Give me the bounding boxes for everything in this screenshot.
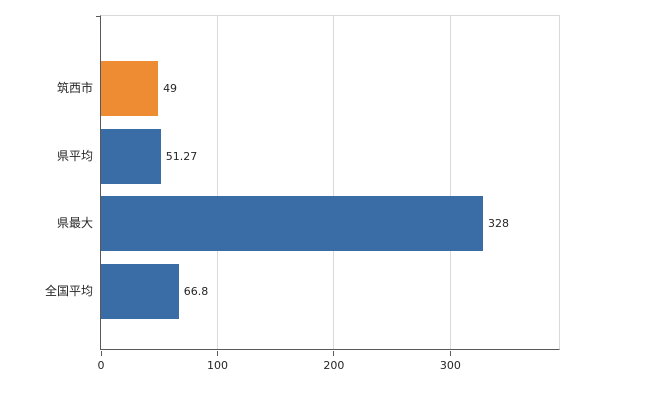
x-tick-label: 0 (97, 359, 105, 372)
bar-2 (101, 196, 483, 251)
bar-0 (101, 61, 159, 116)
category-label: 筑西市 (56, 81, 93, 95)
x-tick-mark (449, 351, 451, 356)
gridline-x-200 (333, 16, 335, 349)
value-label: 328 (487, 217, 509, 230)
gridline-x-100 (216, 16, 218, 349)
y-tick-mark (96, 15, 101, 17)
bar-3 (101, 263, 179, 319)
plot-area: 筑西市 49 県平均 51.27 県最大 328 全国平均 66.8 0 100 200 300 (45, 15, 560, 372)
x-tick-mark (333, 351, 335, 356)
category-label: 県平均 (56, 148, 93, 163)
gridline-x-300 (449, 16, 451, 349)
x-tick-mark (216, 351, 218, 356)
x-tick-mark (100, 351, 102, 356)
category-label: 全国平均 (44, 283, 93, 298)
x-tick-label: 200 (323, 359, 345, 372)
x-tick-label: 300 (439, 359, 461, 372)
value-label: 51.27 (165, 149, 198, 163)
bar-1 (101, 128, 161, 184)
value-label: 49 (163, 82, 178, 95)
x-tick-label: 100 (206, 359, 228, 372)
category-label: 県最大 (56, 216, 93, 230)
value-label: 66.8 (183, 284, 209, 298)
